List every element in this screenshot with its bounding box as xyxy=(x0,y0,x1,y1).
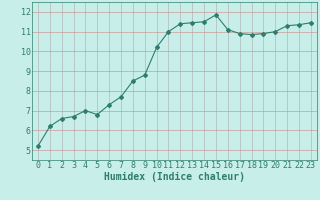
X-axis label: Humidex (Indice chaleur): Humidex (Indice chaleur) xyxy=(104,172,245,182)
